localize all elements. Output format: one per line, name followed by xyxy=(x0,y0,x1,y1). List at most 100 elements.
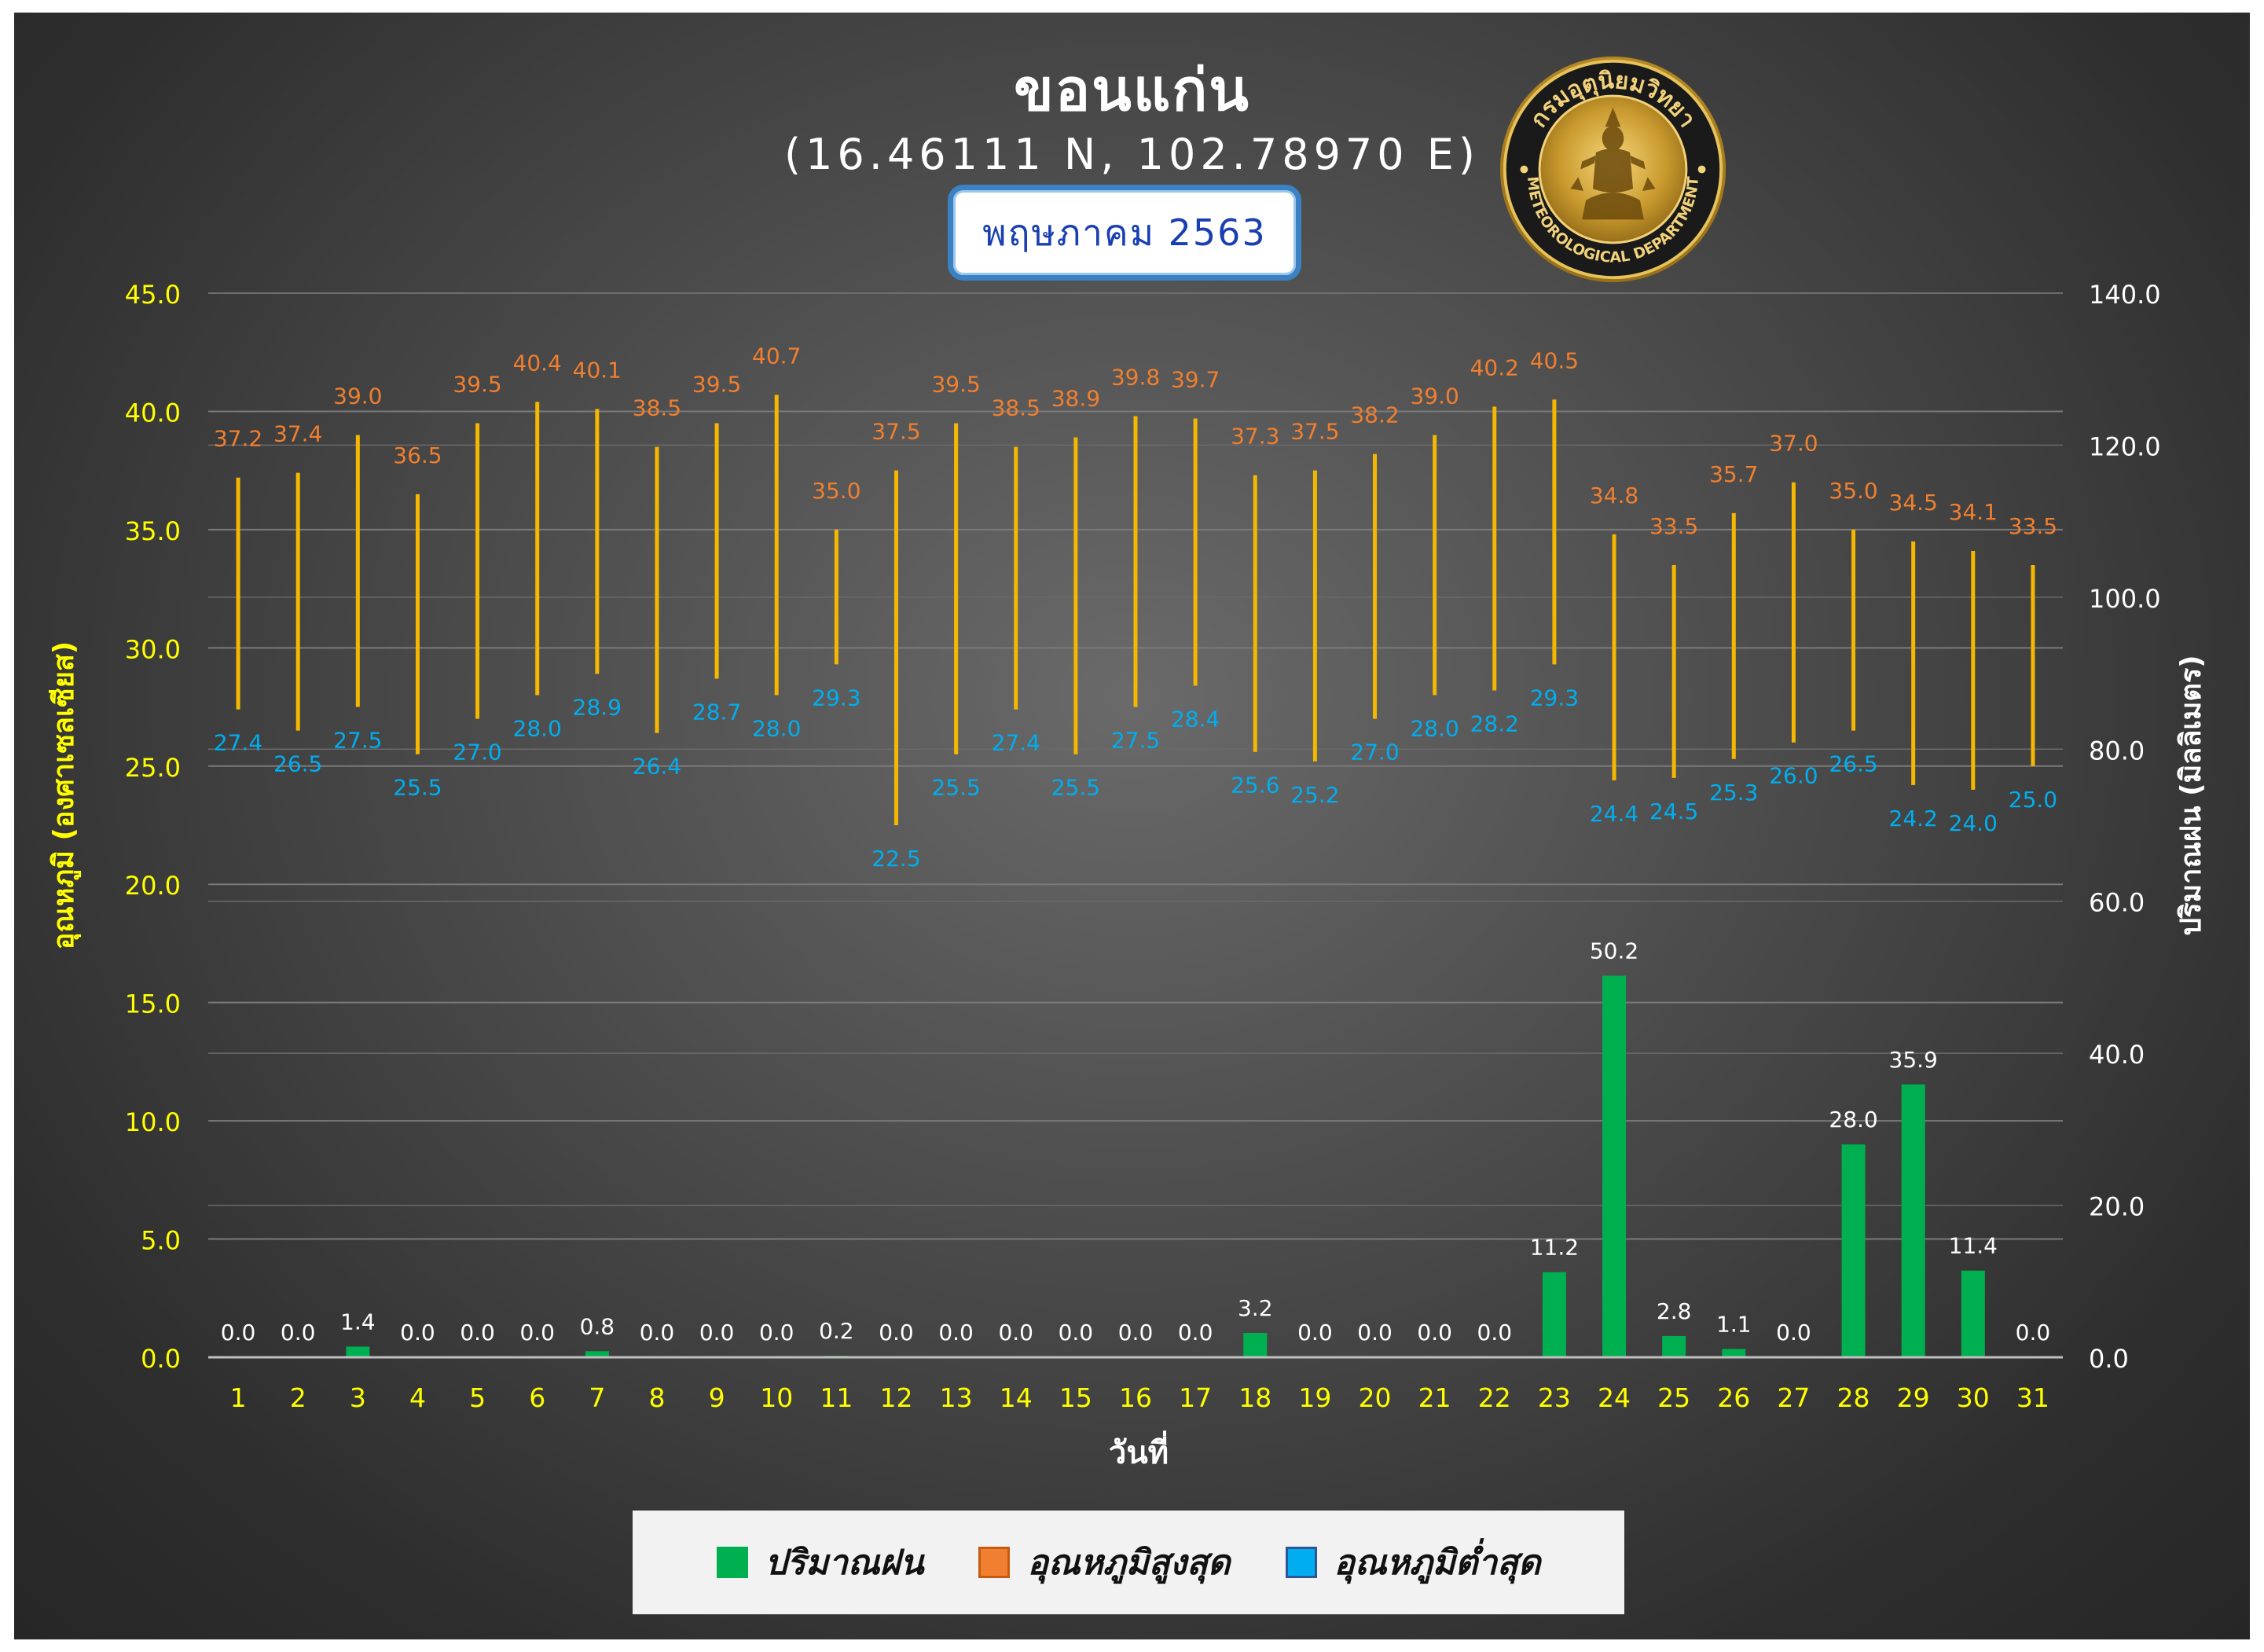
min-temp-label: 28.7 xyxy=(692,699,741,725)
x-tick-label: 1 xyxy=(230,1382,247,1413)
x-tick-label: 22 xyxy=(1478,1382,1511,1413)
rain-value-label: 0.0 xyxy=(460,1320,495,1345)
max-temp-label: 33.5 xyxy=(1649,513,1698,539)
min-temp-label: 25.0 xyxy=(2009,787,2057,813)
rain-value-label: 11.4 xyxy=(1949,1233,1998,1259)
legend-swatch xyxy=(1285,1547,1317,1578)
min-temp-label: 25.5 xyxy=(1051,775,1100,801)
min-temp-label: 26.5 xyxy=(1829,751,1877,777)
rain-value-label: 1.1 xyxy=(1716,1311,1752,1337)
x-tick-label: 5 xyxy=(469,1382,486,1413)
x-tick-label: 15 xyxy=(1059,1382,1092,1413)
axes: 0.05.010.015.020.025.030.035.040.045.00.… xyxy=(125,280,2161,1413)
min-temp-label: 27.4 xyxy=(214,730,262,756)
x-tick-label: 11 xyxy=(820,1382,853,1413)
x-tick-label: 30 xyxy=(1957,1382,1990,1413)
legend-item: อุณหภูมิต่ำสุด xyxy=(1285,1535,1541,1590)
legend-label: อุณหภูมิต่ำสุด xyxy=(1334,1543,1541,1583)
max-temp-label: 39.5 xyxy=(931,371,980,397)
x-tick-label: 14 xyxy=(1000,1382,1033,1413)
chart-legend: ปริมาณฝน อุณหภูมิสูงสุด อุณหภูมิต่ำสุด xyxy=(633,1511,1624,1614)
min-temp-label: 28.4 xyxy=(1171,706,1220,732)
temperature-range-lines xyxy=(236,395,2035,825)
x-tick-label: 9 xyxy=(709,1382,725,1413)
rain-value-label: 50.2 xyxy=(1590,938,1638,964)
rain-value-label: 1.4 xyxy=(340,1309,376,1334)
x-tick-label: 17 xyxy=(1179,1382,1212,1413)
x-tick-label: 23 xyxy=(1538,1382,1571,1413)
min-temp-label: 28.2 xyxy=(1470,710,1519,736)
max-temp-label: 40.5 xyxy=(1530,347,1579,373)
rain-value-label: 0.0 xyxy=(1118,1320,1154,1345)
max-temp-label: 40.2 xyxy=(1470,354,1519,380)
max-temp-label: 39.5 xyxy=(453,371,501,397)
max-temp-label: 37.5 xyxy=(1290,419,1339,445)
rain-value-label: 0.0 xyxy=(1417,1320,1452,1345)
rain-value-label: 0.0 xyxy=(1059,1320,1094,1345)
max-temp-label: 40.4 xyxy=(513,350,562,376)
max-temp-label: 34.5 xyxy=(1889,490,1938,516)
max-temp-label: 37.4 xyxy=(273,421,322,447)
max-temp-label: 35.7 xyxy=(1709,461,1758,487)
max-temp-label: 34.8 xyxy=(1590,483,1638,508)
rain-value-label: 0.0 xyxy=(281,1320,316,1345)
rain-value-label: 2.8 xyxy=(1657,1298,1692,1324)
max-temp-label: 39.0 xyxy=(1410,384,1459,409)
rain-bar xyxy=(346,1346,370,1357)
legend-item: ปริมาณฝน xyxy=(716,1535,923,1590)
y-left-tick-label: 45.0 xyxy=(125,280,181,310)
chart-title: ขอนแก่น xyxy=(1014,57,1250,124)
min-temp-label: 25.5 xyxy=(393,775,442,801)
x-tick-label: 28 xyxy=(1837,1382,1870,1413)
x-tick-label: 18 xyxy=(1238,1382,1271,1413)
rain-value-label: 0.0 xyxy=(1297,1320,1333,1345)
min-temp-label: 28.0 xyxy=(513,716,562,742)
max-temp-label: 38.5 xyxy=(992,395,1040,421)
x-tick-label: 2 xyxy=(290,1382,306,1413)
min-temp-label: 27.5 xyxy=(1111,728,1160,754)
rain-bar xyxy=(1243,1333,1268,1357)
min-temp-label: 24.2 xyxy=(1889,806,1938,832)
rain-bar xyxy=(1542,1272,1566,1357)
rain-value-label: 0.0 xyxy=(998,1320,1033,1345)
min-temp-label: 25.2 xyxy=(1290,782,1339,808)
month-badge: พฤษภาคม 2563 xyxy=(948,185,1301,281)
min-temp-label: 25.3 xyxy=(1709,780,1758,806)
min-temp-label: 28.0 xyxy=(752,716,801,742)
min-temp-label: 27.0 xyxy=(453,740,501,765)
rain-value-label: 0.0 xyxy=(2016,1320,2051,1345)
y-right-tick-label: 20.0 xyxy=(2089,1192,2145,1222)
rain-value-label: 0.0 xyxy=(519,1320,555,1345)
x-tick-label: 20 xyxy=(1359,1382,1392,1413)
legend-swatch xyxy=(978,1547,1011,1578)
min-temp-label: 27.0 xyxy=(1350,740,1399,765)
x-tick-label: 25 xyxy=(1657,1382,1690,1413)
y-right-tick-label: 60.0 xyxy=(2089,888,2145,918)
x-tick-label: 16 xyxy=(1119,1382,1152,1413)
y-left-tick-label: 15.0 xyxy=(125,989,181,1019)
y-right-tick-label: 40.0 xyxy=(2089,1040,2145,1070)
y-left-tick-label: 30.0 xyxy=(125,634,181,664)
x-tick-label: 10 xyxy=(760,1382,793,1413)
min-temp-label: 26.0 xyxy=(1769,763,1818,789)
max-temp-label: 37.2 xyxy=(214,426,262,452)
max-temp-label: 33.5 xyxy=(2009,513,2057,539)
x-tick-label: 29 xyxy=(1897,1382,1930,1413)
max-temp-label: 38.2 xyxy=(1350,402,1399,428)
min-temp-label: 25.5 xyxy=(931,775,980,801)
rain-value-label: 0.0 xyxy=(879,1320,914,1345)
x-tick-label: 12 xyxy=(879,1382,912,1413)
rain-value-label: 0.0 xyxy=(1477,1320,1513,1345)
x-tick-label: 27 xyxy=(1777,1382,1810,1413)
x-tick-label: 31 xyxy=(2016,1382,2049,1413)
seal-deity-icon xyxy=(1570,107,1656,220)
y-right-tick-label: 100.0 xyxy=(2089,584,2161,614)
y-right-tick-label: 140.0 xyxy=(2089,280,2161,310)
rain-value-label: 0.0 xyxy=(699,1320,735,1345)
data-labels: 0.0 37.2 27.4 0.0 37.4 26.5 1.4 39.0 27.5 0.0 36.5… xyxy=(214,343,2057,1345)
min-temp-label: 28.0 xyxy=(1410,716,1459,742)
y-left-tick-label: 25.0 xyxy=(125,753,181,783)
min-temp-label: 26.5 xyxy=(273,751,322,777)
max-temp-label: 35.0 xyxy=(812,478,860,504)
